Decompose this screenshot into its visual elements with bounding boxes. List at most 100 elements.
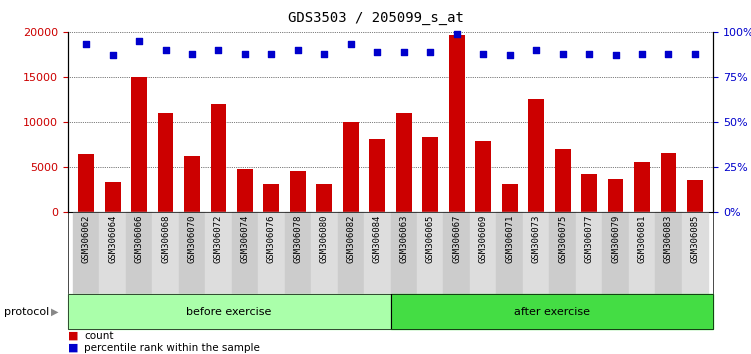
Text: GSM306078: GSM306078 (294, 215, 303, 263)
Text: GSM306084: GSM306084 (372, 215, 382, 263)
Bar (549, 212, 576, 294)
Point (424, 49, 436, 55)
Text: GSM306080: GSM306080 (320, 215, 329, 263)
Bar (396, 113, 412, 212)
Point (662, 51, 674, 56)
Bar (417, 212, 443, 294)
Bar (528, 99, 544, 212)
Text: GSM306063: GSM306063 (400, 215, 409, 263)
Text: GSM306079: GSM306079 (611, 215, 620, 263)
Point (213, 47, 225, 53)
Text: GSM306064: GSM306064 (108, 215, 117, 263)
Text: GSM306066: GSM306066 (134, 215, 143, 263)
Point (371, 49, 383, 55)
Text: protocol: protocol (4, 307, 49, 316)
Point (636, 51, 648, 56)
Point (345, 42, 357, 47)
Text: GSM306068: GSM306068 (161, 215, 170, 263)
Text: GSM306062: GSM306062 (82, 215, 91, 263)
Bar (470, 212, 496, 294)
Bar (179, 212, 205, 294)
Text: GDS3503 / 205099_s_at: GDS3503 / 205099_s_at (288, 11, 463, 25)
Bar (316, 184, 332, 212)
Text: count: count (84, 331, 113, 341)
Text: GSM306081: GSM306081 (638, 215, 647, 263)
Bar (104, 182, 120, 212)
Bar (555, 149, 571, 212)
Bar (655, 212, 682, 294)
Text: GSM306074: GSM306074 (240, 215, 249, 263)
Bar (285, 212, 311, 294)
Bar (475, 141, 491, 212)
Point (80, 42, 92, 47)
Bar (608, 179, 623, 212)
Text: GSM306072: GSM306072 (214, 215, 223, 263)
Point (451, 31, 463, 36)
Text: ■: ■ (68, 331, 78, 341)
Bar (126, 212, 152, 294)
Bar (449, 35, 465, 212)
Point (107, 52, 119, 58)
Point (318, 51, 330, 56)
Text: ▶: ▶ (51, 307, 59, 316)
Bar (391, 294, 713, 329)
Bar (629, 212, 655, 294)
Bar (311, 212, 338, 294)
Point (689, 51, 701, 56)
Bar (369, 139, 385, 212)
Bar (496, 212, 523, 294)
Bar (343, 122, 359, 212)
Text: GSM306069: GSM306069 (478, 215, 487, 263)
Bar (391, 212, 417, 294)
Point (530, 47, 542, 53)
Bar (184, 155, 200, 212)
Bar (99, 212, 126, 294)
Point (239, 51, 251, 56)
Bar (443, 212, 470, 294)
Point (504, 52, 516, 58)
Bar (73, 212, 99, 294)
Text: ■: ■ (68, 343, 78, 353)
Bar (634, 162, 650, 212)
Text: GSM306070: GSM306070 (188, 215, 197, 263)
Bar (502, 183, 517, 212)
Point (477, 51, 489, 56)
Text: GSM306067: GSM306067 (452, 215, 461, 263)
Text: after exercise: after exercise (514, 307, 590, 316)
Bar (523, 212, 549, 294)
Point (265, 51, 277, 56)
Bar (152, 212, 179, 294)
Point (556, 51, 569, 56)
Text: GSM306071: GSM306071 (505, 215, 514, 263)
Point (159, 47, 171, 53)
Bar (338, 212, 364, 294)
Bar (258, 212, 285, 294)
Bar (158, 113, 173, 212)
Bar (602, 212, 629, 294)
Bar (205, 212, 232, 294)
Bar (422, 137, 438, 212)
Text: GSM306076: GSM306076 (267, 215, 276, 263)
Bar (131, 77, 147, 212)
Bar (264, 183, 279, 212)
Bar (364, 212, 391, 294)
Point (610, 52, 622, 58)
Point (133, 38, 145, 44)
Text: GSM306065: GSM306065 (426, 215, 435, 263)
Point (398, 49, 410, 55)
Bar (68, 294, 391, 329)
Point (186, 51, 198, 56)
Point (292, 47, 304, 53)
Text: GSM306073: GSM306073 (532, 215, 541, 263)
Bar (687, 180, 703, 212)
Bar (78, 154, 94, 212)
Point (583, 51, 595, 56)
Bar (576, 212, 602, 294)
Bar (232, 212, 258, 294)
Text: GSM306085: GSM306085 (690, 215, 699, 263)
Bar (210, 104, 226, 212)
Bar (237, 169, 253, 212)
Bar (661, 153, 677, 212)
Bar (682, 212, 708, 294)
Text: GSM306075: GSM306075 (558, 215, 567, 263)
